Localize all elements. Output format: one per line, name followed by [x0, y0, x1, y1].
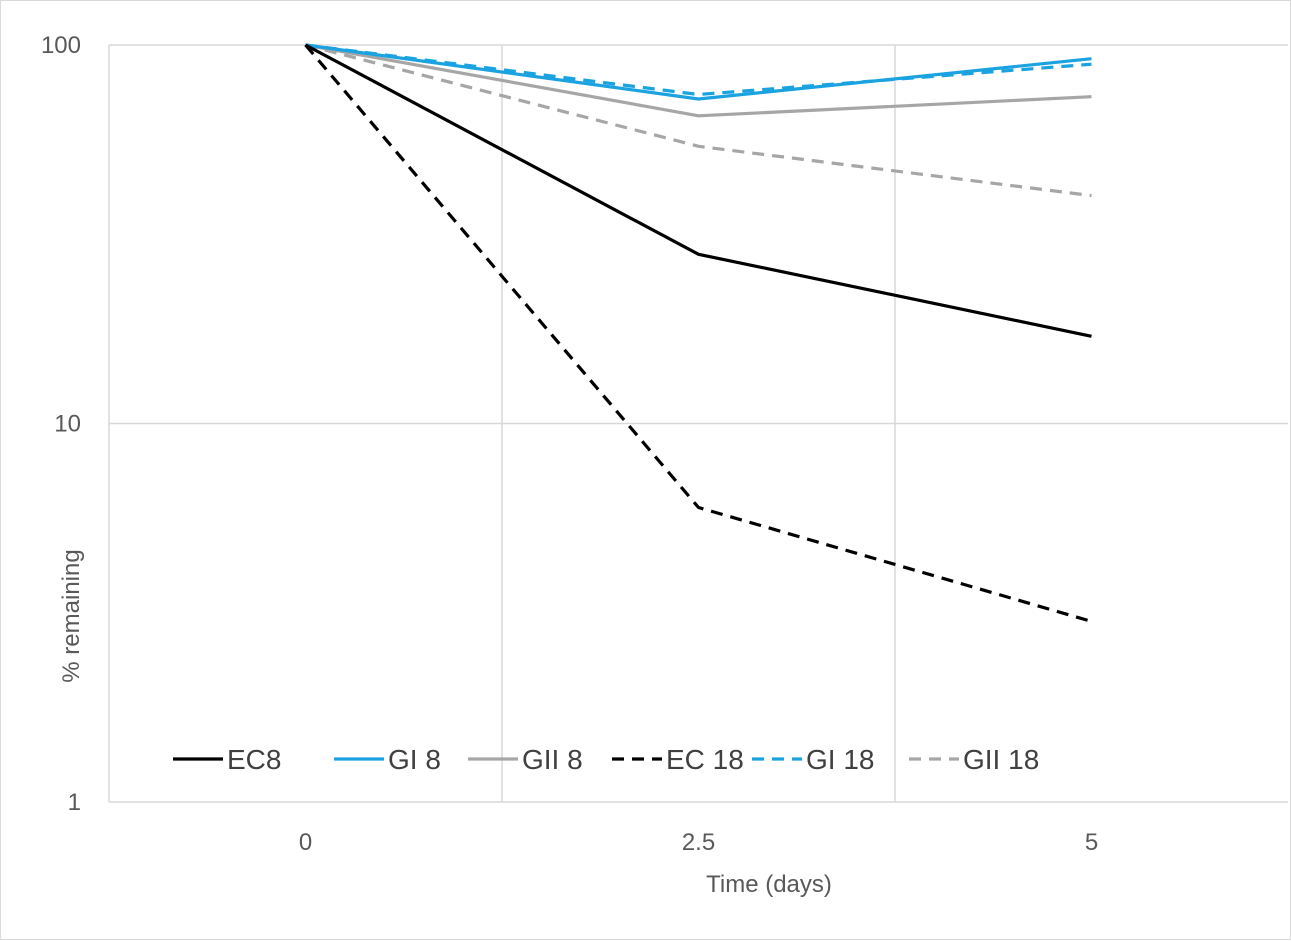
- legend: EC8 GI 8 GII 8 EC 18 GI 18 GII 18: [173, 744, 1039, 775]
- legend-label: GII 18: [963, 744, 1039, 775]
- legend-label: EC 18: [666, 744, 744, 775]
- series-line-ec-18: [304, 43, 1092, 623]
- series-line-gii-8: [305, 43, 1092, 118]
- series-line-gii-18: [305, 43, 1092, 198]
- x-axis-title: Time (days): [706, 871, 832, 898]
- y-tick-label: 10: [54, 411, 81, 438]
- y-tick-label: 100: [41, 32, 81, 59]
- x-tick-label: 5: [1085, 829, 1098, 856]
- gridlines: [109, 44, 1288, 802]
- legend-label: GII 8: [522, 744, 583, 775]
- series-line-ec8: [304, 43, 1092, 338]
- legend-label: EC8: [227, 744, 281, 775]
- x-tick-label: 0: [299, 829, 312, 856]
- series-line-gi-8: [305, 43, 1092, 101]
- axes: [108, 45, 1288, 803]
- series-lines: [304, 43, 1092, 623]
- legend-label: GI 18: [806, 744, 874, 775]
- x-tick-label: 2.5: [682, 829, 715, 856]
- legend-label: GI 8: [388, 744, 441, 775]
- y-axis-title: % remaining: [58, 549, 85, 682]
- y-tick-label: 1: [68, 789, 81, 816]
- tick-labels: 1 10 100 0 2.5 5: [41, 32, 1098, 856]
